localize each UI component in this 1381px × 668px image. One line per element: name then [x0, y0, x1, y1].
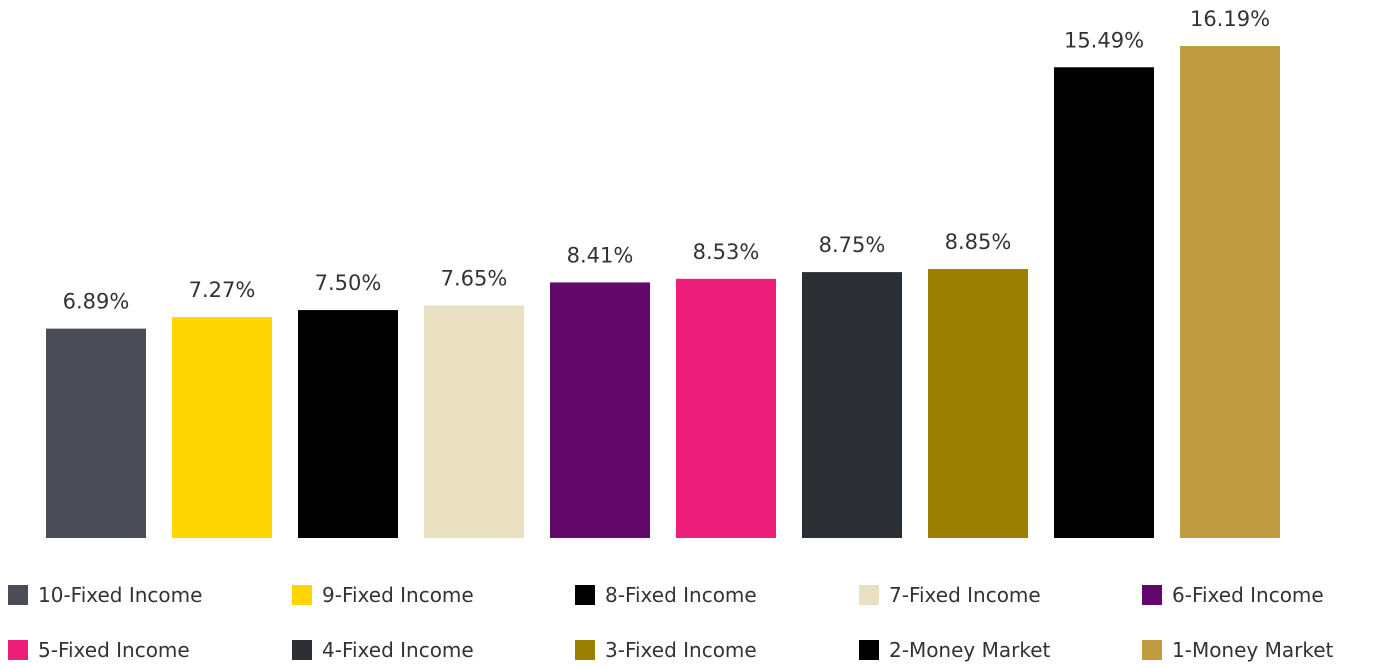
legend-item: 6-Fixed Income [1142, 580, 1324, 610]
legend-swatch [859, 585, 879, 605]
legend-label: 5-Fixed Income [38, 638, 190, 662]
bar-value-label-3: 7.50% [315, 271, 382, 295]
chart-legend: 10-Fixed Income 9-Fixed Income 8-Fixed Inc… [0, 570, 1381, 668]
legend-label: 2-Money Market [889, 638, 1051, 662]
legend-swatch [292, 585, 312, 605]
legend-label: 4-Fixed Income [322, 638, 474, 662]
bar-value-label-5: 8.41% [567, 243, 634, 267]
legend-swatch [292, 640, 312, 660]
bar-1 [46, 328, 146, 538]
legend-item: 5-Fixed Income [8, 635, 190, 665]
bar-8 [928, 269, 1028, 538]
bar-7 [802, 272, 902, 538]
legend-swatch [575, 585, 595, 605]
bar-value-label-1: 6.89% [63, 290, 130, 314]
legend-label: 7-Fixed Income [889, 583, 1041, 607]
legend-label: 6-Fixed Income [1172, 583, 1324, 607]
chart-canvas: 6.89% 7.27% 7.50% 7.65% 8.41% 8.53% 8.75% 8.85%… [46, 7, 1280, 538]
bar-value-label-6: 8.53% [693, 240, 760, 264]
legend-label: 1-Money Market [1172, 638, 1334, 662]
bar-value-label-10: 16.19% [1190, 7, 1270, 31]
bar-5 [550, 282, 650, 538]
legend-swatch [1142, 585, 1162, 605]
legend-item: 4-Fixed Income [292, 635, 474, 665]
legend-label: 9-Fixed Income [322, 583, 474, 607]
bar-chart: 6.89% 7.27% 7.50% 7.65% 8.41% 8.53% 8.75% 8.85%… [46, 7, 1280, 538]
bar-10 [1180, 46, 1280, 538]
legend-item: 9-Fixed Income [292, 580, 474, 610]
legend-item: 1-Money Market [1142, 635, 1333, 665]
legend-swatch [859, 640, 879, 660]
legend-label: 10-Fixed Income [38, 583, 203, 607]
bar-3 [298, 310, 398, 538]
bar-value-label-7: 8.75% [819, 233, 886, 257]
legend-swatch [575, 640, 595, 660]
bar-value-label-9: 15.49% [1064, 28, 1144, 52]
bar-6 [676, 278, 776, 538]
bar-value-label-8: 8.85% [945, 230, 1012, 254]
bar-9 [1054, 67, 1154, 538]
bar-4 [424, 305, 524, 538]
legend-swatch [8, 585, 28, 605]
legend-item: 8-Fixed Income [575, 580, 757, 610]
legend-item: 3-Fixed Income [575, 635, 757, 665]
bar-value-label-4: 7.65% [441, 267, 508, 291]
legend-item: 2-Money Market [859, 635, 1050, 665]
bar-value-label-2: 7.27% [189, 278, 256, 302]
legend-label: 8-Fixed Income [605, 583, 757, 607]
legend-item: 7-Fixed Income [859, 580, 1041, 610]
bar-2 [172, 317, 272, 538]
legend-label: 3-Fixed Income [605, 638, 757, 662]
legend-swatch [8, 640, 28, 660]
legend-swatch [1142, 640, 1162, 660]
legend-item: 10-Fixed Income [8, 580, 202, 610]
